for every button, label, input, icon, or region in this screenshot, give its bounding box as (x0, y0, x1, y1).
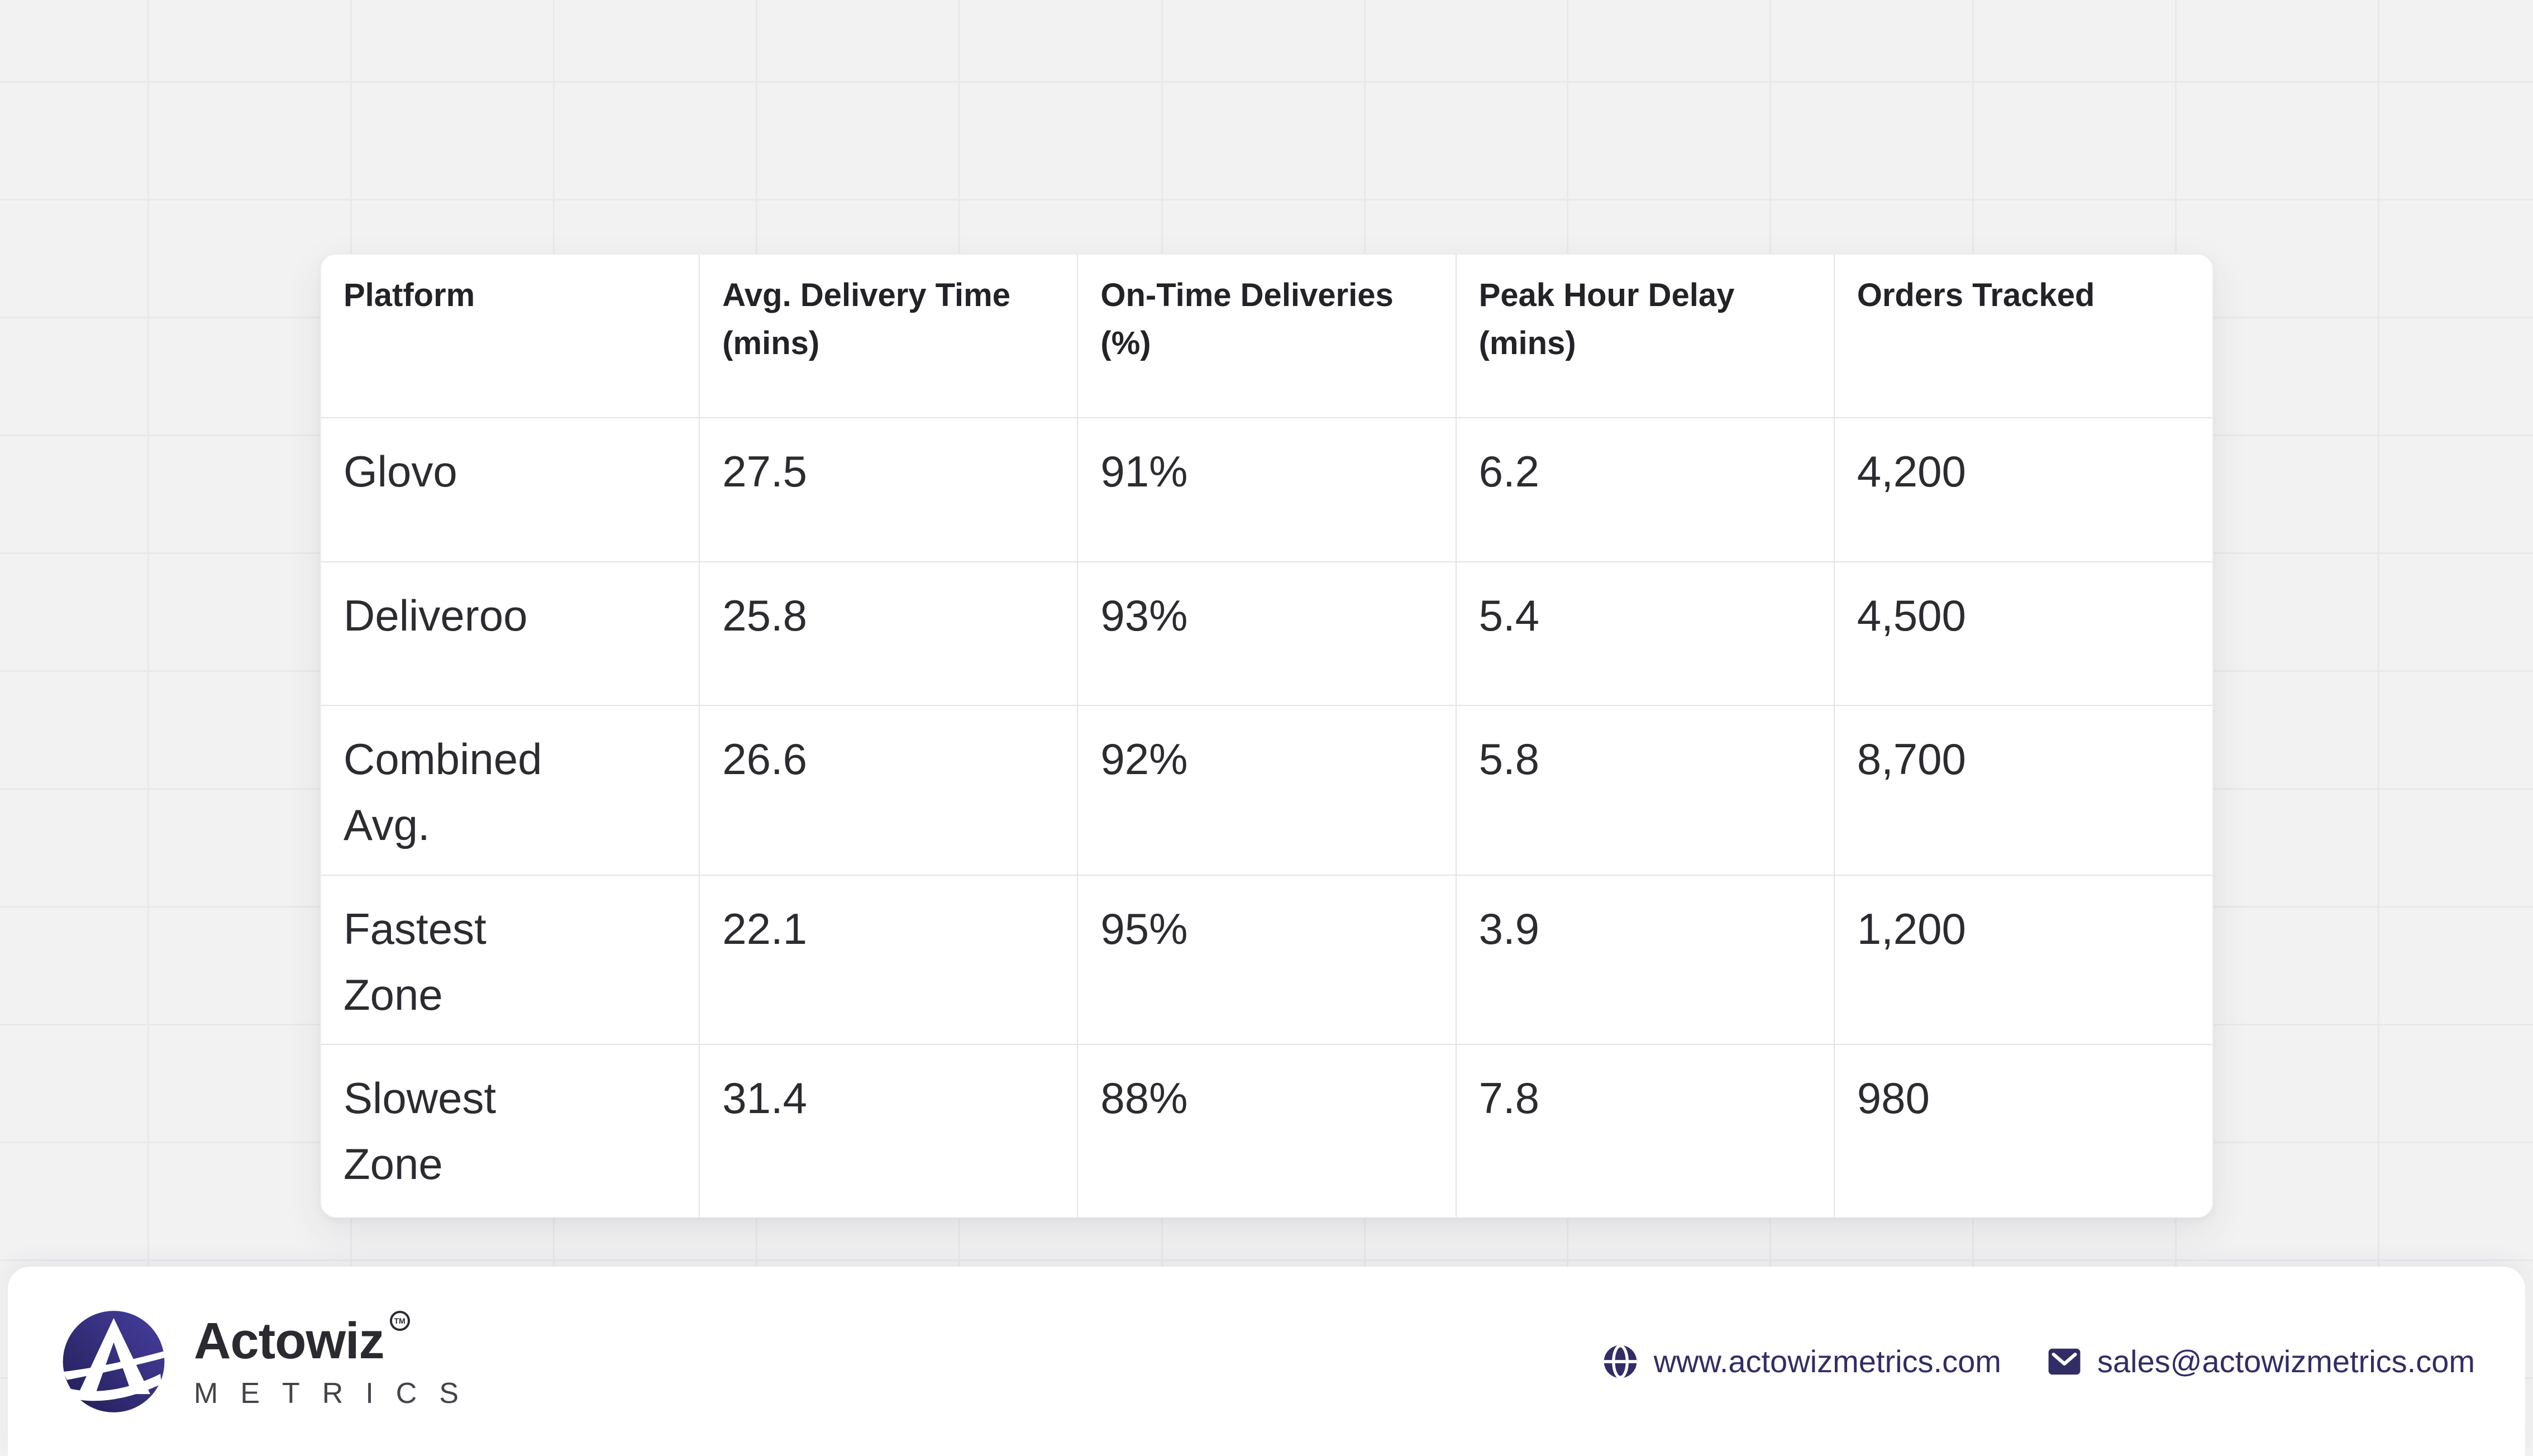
cell-avg-delivery-time: 31.4 (699, 1044, 1078, 1217)
cell-avg-delivery-time: 22.1 (699, 875, 1078, 1044)
email-link[interactable]: sales@actowizmetrics.com (2047, 1343, 2475, 1379)
cell-on-time-deliveries: 91% (1077, 417, 1456, 562)
cell-peak-hour-delay: 6.2 (1455, 417, 1834, 562)
delivery-metrics-table: Platform Avg. Delivery Time (mins) On-Ti… (321, 255, 2212, 1217)
brand-name: Actowiz (194, 1312, 385, 1369)
cell-on-time-deliveries: 88% (1077, 1044, 1456, 1217)
table-row: Fastest Zone 22.1 95% 3.9 1,200 (321, 875, 2212, 1044)
cell-orders-tracked: 4,200 (1833, 417, 2212, 562)
globe-icon (1604, 1344, 1637, 1379)
cell-orders-tracked: 8,700 (1833, 705, 2212, 875)
table-row: Glovo 27.5 91% 6.2 4,200 (321, 417, 2212, 562)
column-header-avg-delivery-time: Avg. Delivery Time (mins) (699, 255, 1078, 418)
table-row: Combined Avg. 26.6 92% 5.8 8,700 (321, 705, 2212, 875)
cell-peak-hour-delay: 5.8 (1455, 705, 1834, 875)
cell-platform: Fastest Zone (321, 875, 700, 1044)
column-header-peak-hour-delay: Peak Hour Delay (mins) (1455, 255, 1834, 418)
website-text: www.actowizmetrics.com (1653, 1344, 2001, 1379)
cell-peak-hour-delay: 7.8 (1455, 1044, 1834, 1217)
column-header-orders-tracked: Orders Tracked (1833, 255, 2212, 418)
cell-peak-hour-delay: 5.4 (1455, 561, 1834, 705)
cell-on-time-deliveries: 95% (1077, 875, 1456, 1044)
footer-contacts: www.actowizmetrics.com sales@actowizmetr… (1602, 1343, 2475, 1379)
column-header-on-time-deliveries: On-Time Deliveries (%) (1077, 255, 1456, 418)
brand-subtitle: METRICS (194, 1377, 481, 1410)
cell-avg-delivery-time: 25.8 (699, 561, 1078, 705)
actowiz-a-logo-icon (63, 1310, 173, 1412)
cell-peak-hour-delay: 3.9 (1455, 875, 1834, 1044)
cell-platform: Slowest Zone (321, 1044, 700, 1217)
cell-platform: Combined Avg. (321, 705, 700, 875)
cell-avg-delivery-time: 26.6 (699, 705, 1078, 875)
cell-avg-delivery-time: 27.5 (699, 417, 1078, 562)
cell-on-time-deliveries: 92% (1077, 705, 1456, 875)
footer-bar: Actowiz TM METRICS www.actowizmetrics.co… (8, 1267, 2525, 1456)
mail-icon (2048, 1348, 2081, 1374)
table-row: Slowest Zone 31.4 88% 7.8 980 (321, 1044, 2212, 1217)
cell-platform: Deliveroo (321, 561, 700, 705)
delivery-metrics-table-card: Platform Avg. Delivery Time (mins) On-Ti… (320, 254, 2214, 1218)
email-text: sales@actowizmetrics.com (2097, 1344, 2475, 1379)
cell-orders-tracked: 1,200 (1833, 875, 2212, 1044)
website-link[interactable]: www.actowizmetrics.com (1602, 1343, 2001, 1379)
trademark-icon: TM (389, 1310, 410, 1331)
table-row: Deliveroo 25.8 93% 5.4 4,500 (321, 561, 2212, 705)
cell-platform: Glovo (321, 417, 700, 562)
column-header-platform: Platform (344, 277, 475, 313)
brand-logo: Actowiz TM METRICS (61, 1307, 481, 1416)
cell-orders-tracked: 980 (1833, 1044, 2212, 1217)
table-header-row: Platform Avg. Delivery Time (mins) On-Ti… (321, 255, 2212, 418)
cell-on-time-deliveries: 93% (1077, 561, 1456, 705)
cell-orders-tracked: 4,500 (1833, 561, 2212, 705)
